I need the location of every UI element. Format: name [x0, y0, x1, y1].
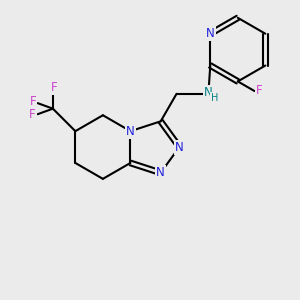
Text: N: N: [126, 125, 135, 138]
Text: F: F: [29, 108, 36, 121]
Text: N: N: [156, 166, 165, 179]
Text: H: H: [211, 93, 218, 103]
Text: N: N: [175, 141, 184, 154]
Text: F: F: [256, 85, 262, 98]
Text: F: F: [50, 81, 57, 94]
Text: N: N: [206, 27, 215, 40]
Text: F: F: [30, 95, 37, 108]
Text: N: N: [204, 85, 213, 98]
